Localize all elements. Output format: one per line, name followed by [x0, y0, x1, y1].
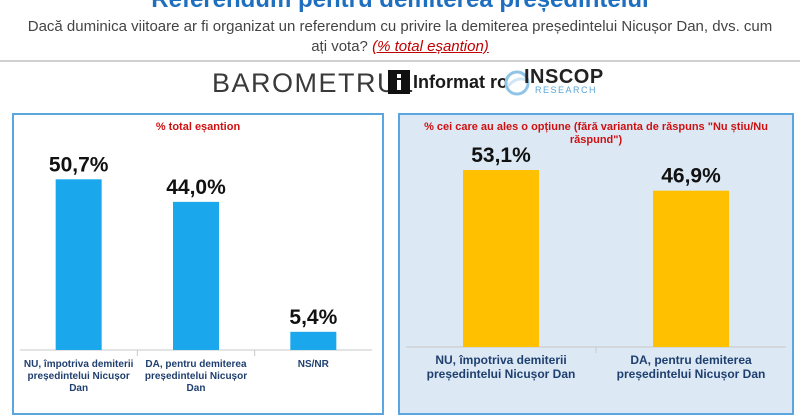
- chart-subtitle-total: % total eșantion: [155, 121, 241, 133]
- research-label: RESEARCH: [535, 85, 598, 95]
- brand-banner: BAROMETRUL Informat ro INSCOP RESEARCH: [208, 66, 603, 98]
- bar: [653, 190, 729, 347]
- inscop-icon: [504, 70, 530, 96]
- bar-chart-valid: 53,1% NU, împotriva demiterii președintelu…: [406, 144, 786, 381]
- chart-panel-total: % total eșantion 50,7% NU, împotriva demi…: [12, 113, 384, 415]
- bar-chart-total: 50,7% NU, împotriva demiterii președintelu…: [20, 153, 372, 394]
- header-divider: [0, 60, 800, 62]
- page-title: Referendum pentru demiterea președintelu…: [0, 0, 800, 12]
- bar: [173, 201, 219, 350]
- data-label: 50,7%: [49, 153, 109, 176]
- category-label: DA, pentru demiterea președintelui Nicușo…: [617, 353, 766, 381]
- barometrul-logo: BAROMETRUL: [212, 68, 415, 98]
- chart-subtitle-valid: % cei care au ales o opțiune (fără varia…: [424, 121, 768, 146]
- informat-icon: [388, 70, 410, 94]
- category-label: DA, pentru demiterea președintelui Nicușo…: [145, 359, 247, 394]
- bar: [55, 179, 102, 350]
- informat-logo: Informat ro: [413, 72, 509, 92]
- category-label: NU, împotriva demiterii președintelui Nic…: [427, 353, 576, 381]
- data-label: 53,1%: [471, 144, 531, 167]
- data-label: 5,4%: [289, 306, 337, 329]
- data-label: 46,9%: [661, 165, 721, 188]
- inscop-logo: INSCOP: [524, 66, 604, 88]
- question-text: Dacă duminica viitoare ar fi organizat u…: [27, 18, 773, 55]
- survey-question: Dacă duminica viitoare ar fi organizat u…: [20, 17, 780, 57]
- bar: [290, 331, 337, 350]
- category-label: NU, împotriva demiterii președintelui Nic…: [24, 359, 134, 394]
- question-highlight: (% total eșantion): [372, 38, 489, 55]
- chart-panel-valid: % cei care au ales o opțiune (fără varia…: [398, 113, 794, 415]
- category-label: NS/NR: [298, 359, 330, 370]
- bar: [463, 170, 539, 347]
- data-label: 44,0%: [166, 176, 226, 199]
